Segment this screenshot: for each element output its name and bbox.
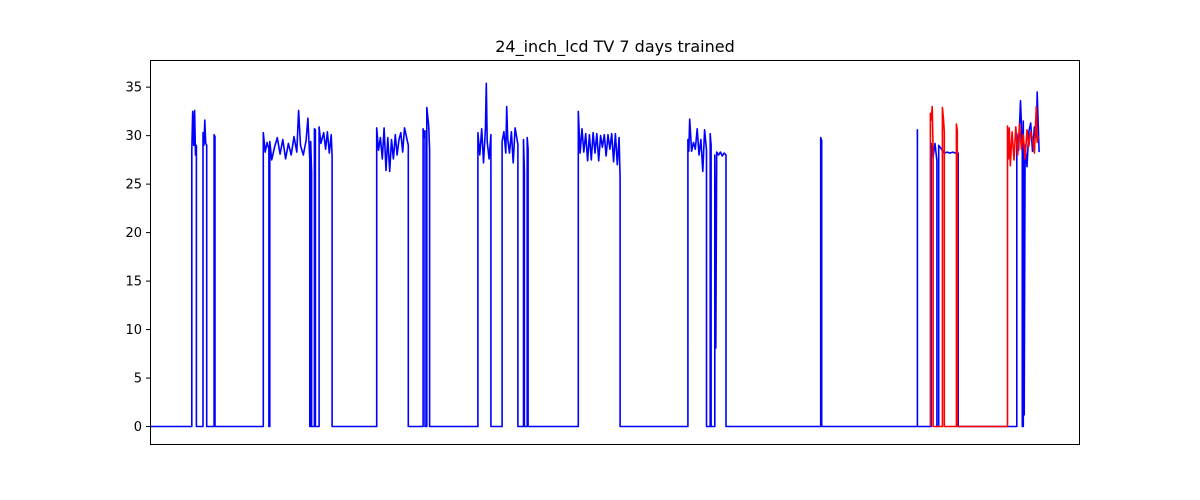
chart-title: 24_inch_lcd TV 7 days trained [495, 37, 735, 57]
y-axis: 0 5 10 15 20 25 30 35 [125, 81, 150, 435]
y-tick-label: 10 [125, 323, 142, 338]
y-tick-label: 30 [125, 129, 142, 144]
y-tick-label: 15 [125, 275, 142, 290]
y-tick-label: 5 [134, 372, 142, 387]
y-tick-label: 0 [134, 420, 142, 435]
y-tick-label: 35 [125, 81, 142, 96]
series-line-red [929, 105, 1039, 428]
y-tick-label: 25 [125, 178, 142, 193]
series-line-blue [150, 82, 1040, 428]
plot-area [150, 82, 1040, 428]
axes-frame [150, 60, 1080, 445]
y-tick-label: 20 [125, 226, 142, 241]
